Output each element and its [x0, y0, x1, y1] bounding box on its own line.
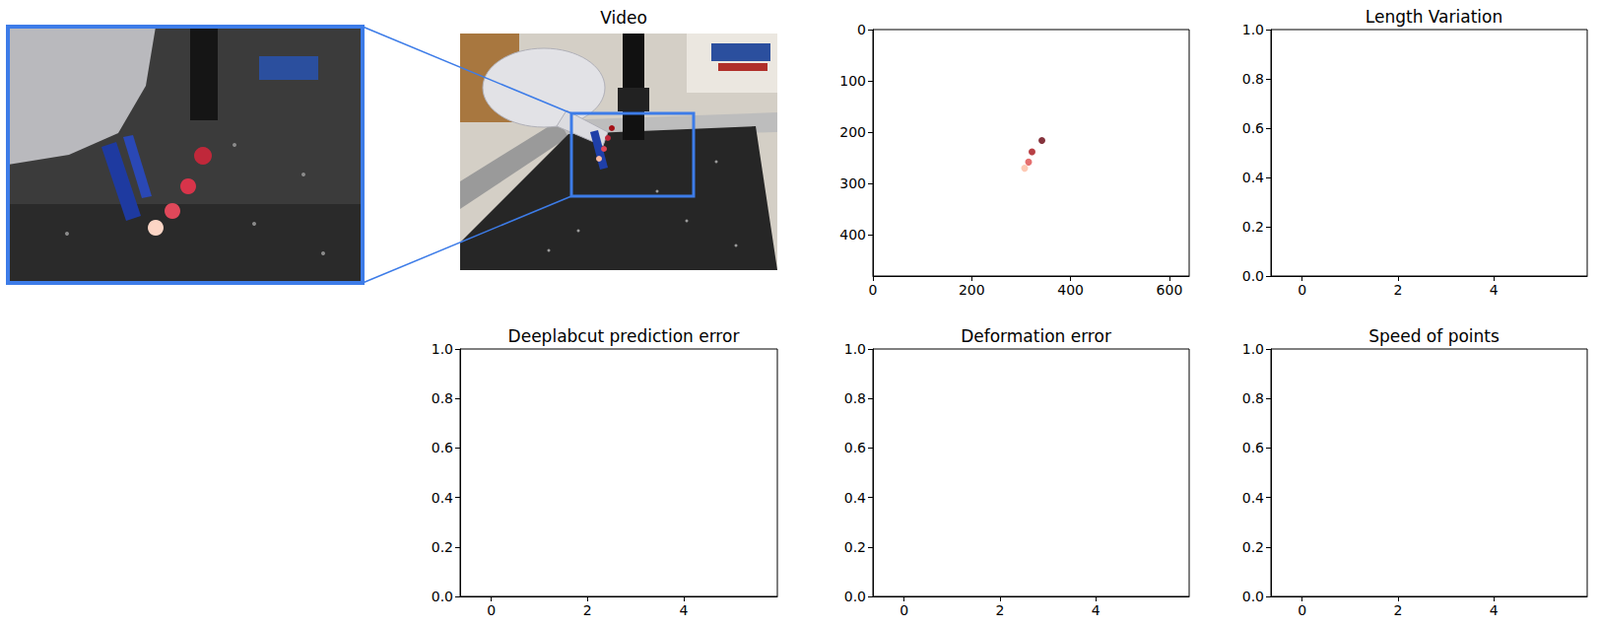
svg-text:400: 400 — [1057, 281, 1084, 298]
svg-text:0.2: 0.2 — [1242, 538, 1265, 555]
svg-text:0.2: 0.2 — [431, 538, 454, 555]
svg-text:0.4: 0.4 — [844, 489, 867, 506]
svg-text:0: 0 — [1297, 281, 1307, 298]
svg-text:0.6: 0.6 — [431, 439, 454, 456]
svg-text:0.8: 0.8 — [1242, 390, 1265, 406]
svg-text:Video: Video — [600, 7, 648, 28]
svg-text:1.0: 1.0 — [1242, 340, 1265, 357]
svg-text:Speed of points: Speed of points — [1368, 326, 1500, 346]
svg-text:0.4: 0.4 — [1242, 489, 1265, 506]
svg-text:0.6: 0.6 — [1242, 120, 1265, 136]
svg-text:0.8: 0.8 — [844, 390, 867, 406]
svg-text:0.2: 0.2 — [844, 538, 867, 555]
svg-text:0: 0 — [868, 281, 878, 298]
svg-text:4: 4 — [1489, 601, 1499, 618]
svg-text:0.8: 0.8 — [431, 390, 454, 406]
svg-text:0.8: 0.8 — [1242, 70, 1265, 87]
svg-text:0.4: 0.4 — [1242, 169, 1265, 186]
svg-text:Deeplabcut prediction error: Deeplabcut prediction error — [508, 326, 740, 346]
svg-text:4: 4 — [1489, 281, 1499, 298]
svg-text:2: 2 — [1393, 281, 1402, 298]
svg-text:0.0: 0.0 — [1242, 267, 1265, 284]
svg-text:4: 4 — [678, 601, 688, 618]
svg-text:200: 200 — [839, 124, 867, 140]
svg-text:Deformation error: Deformation error — [960, 326, 1112, 346]
svg-text:0.6: 0.6 — [1242, 439, 1265, 456]
svg-text:0: 0 — [1297, 601, 1307, 618]
svg-text:1.0: 1.0 — [431, 340, 454, 357]
svg-text:0: 0 — [486, 601, 496, 618]
svg-text:0.4: 0.4 — [431, 489, 454, 506]
svg-text:0.0: 0.0 — [844, 588, 867, 604]
svg-text:2: 2 — [995, 601, 1004, 618]
svg-text:1.0: 1.0 — [1242, 21, 1265, 38]
svg-text:0: 0 — [899, 601, 909, 618]
svg-text:Length Variation: Length Variation — [1365, 6, 1503, 27]
svg-text:0.0: 0.0 — [1242, 588, 1265, 604]
svg-text:100: 100 — [839, 72, 867, 89]
svg-text:0.2: 0.2 — [1242, 218, 1265, 235]
svg-text:1.0: 1.0 — [844, 340, 867, 357]
svg-text:600: 600 — [1156, 281, 1184, 298]
svg-text:400: 400 — [839, 226, 867, 243]
svg-text:0.0: 0.0 — [431, 588, 454, 604]
svg-text:0: 0 — [857, 21, 867, 38]
svg-text:200: 200 — [958, 281, 986, 298]
svg-text:2: 2 — [1393, 601, 1402, 618]
svg-text:4: 4 — [1091, 601, 1101, 618]
svg-text:300: 300 — [839, 175, 867, 192]
svg-text:0.6: 0.6 — [844, 439, 867, 456]
svg-text:2: 2 — [583, 601, 593, 618]
